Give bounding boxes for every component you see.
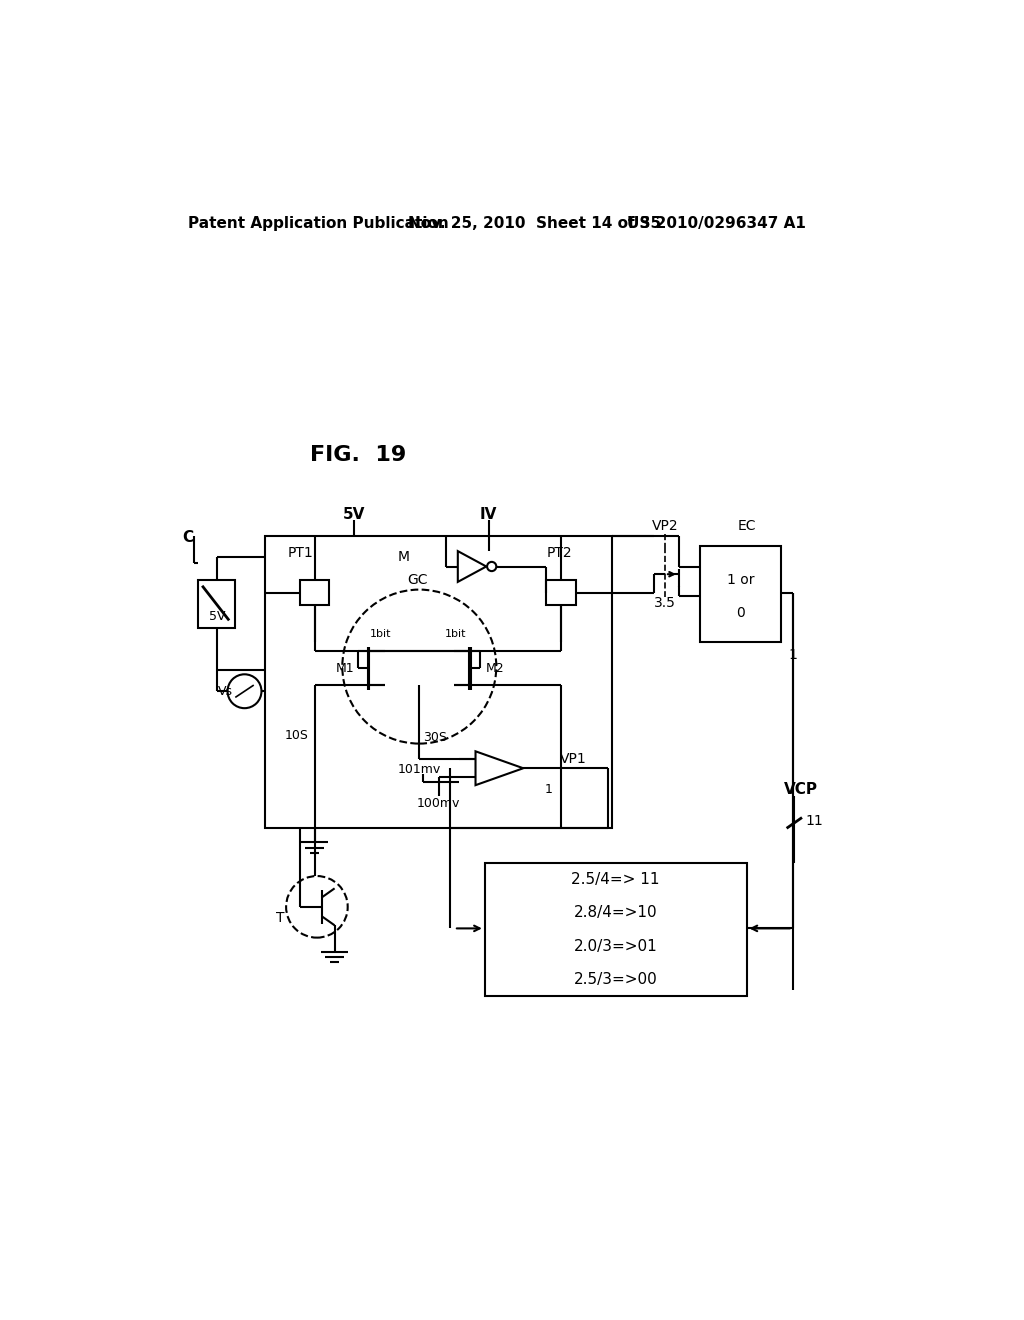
Text: 1bit: 1bit xyxy=(370,630,391,639)
Bar xyxy=(700,545,781,642)
Text: Vs: Vs xyxy=(218,685,233,698)
Bar xyxy=(547,581,575,605)
Text: 10S: 10S xyxy=(285,730,308,742)
Bar xyxy=(484,863,746,997)
Bar xyxy=(265,536,611,829)
Text: 3.5: 3.5 xyxy=(654,597,676,610)
Text: IV: IV xyxy=(480,507,498,521)
Text: M2: M2 xyxy=(486,661,505,675)
Text: 1: 1 xyxy=(545,783,553,796)
Text: 1: 1 xyxy=(788,648,798,663)
Text: 2.0/3=>01: 2.0/3=>01 xyxy=(573,939,657,954)
Text: FIG.  19: FIG. 19 xyxy=(309,445,406,465)
Text: 2.8/4=>10: 2.8/4=>10 xyxy=(573,906,657,920)
Text: 0: 0 xyxy=(736,606,744,619)
Text: Nov. 25, 2010  Sheet 14 of 35: Nov. 25, 2010 Sheet 14 of 35 xyxy=(408,216,660,231)
Text: 2.5/3=>00: 2.5/3=>00 xyxy=(573,972,657,987)
Text: PT2: PT2 xyxy=(547,545,572,560)
Text: VCP: VCP xyxy=(783,783,817,797)
Text: 1 or: 1 or xyxy=(727,573,754,587)
Text: 30S: 30S xyxy=(423,731,446,744)
Text: VP2: VP2 xyxy=(651,520,678,533)
Text: GC: GC xyxy=(407,573,427,587)
Text: Patent Application Publication: Patent Application Publication xyxy=(188,216,450,231)
Text: 11: 11 xyxy=(806,813,823,828)
Bar xyxy=(199,581,236,628)
Text: T: T xyxy=(276,911,285,925)
Text: 101mv: 101mv xyxy=(397,763,441,776)
Text: M1: M1 xyxy=(335,661,354,675)
Text: M: M xyxy=(398,550,410,564)
Text: EC: EC xyxy=(737,520,756,533)
Text: C: C xyxy=(182,529,194,545)
Text: US 2010/0296347 A1: US 2010/0296347 A1 xyxy=(628,216,806,231)
Text: 5V: 5V xyxy=(343,507,365,521)
Bar xyxy=(300,581,330,605)
Text: 100mv: 100mv xyxy=(417,797,460,810)
Text: PT1: PT1 xyxy=(288,545,313,560)
Text: 1bit: 1bit xyxy=(444,630,466,639)
Text: 5V: 5V xyxy=(209,610,225,623)
Text: 2.5/4=> 11: 2.5/4=> 11 xyxy=(571,873,659,887)
Text: VP1: VP1 xyxy=(560,752,587,766)
